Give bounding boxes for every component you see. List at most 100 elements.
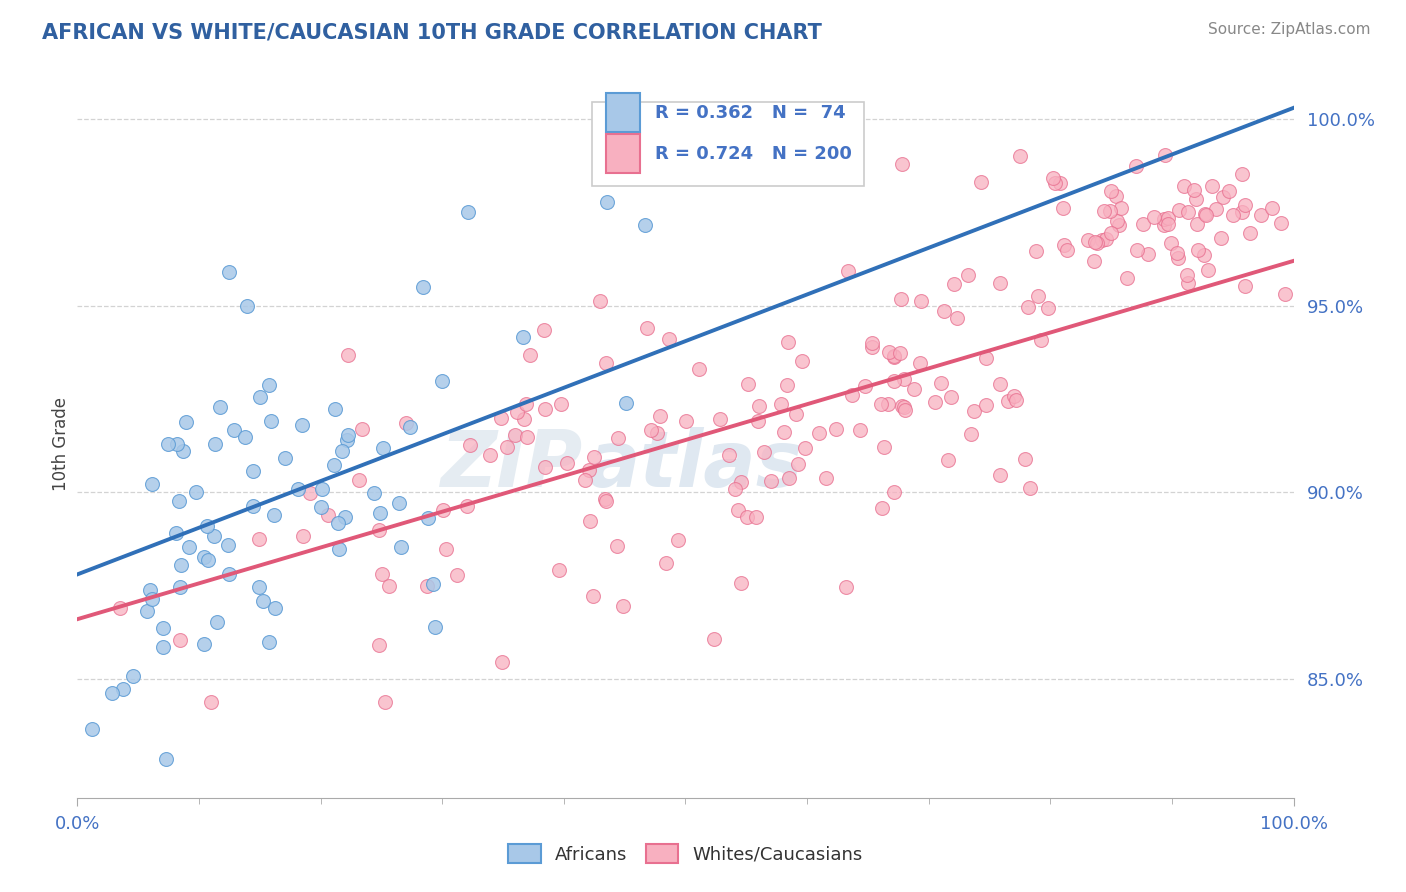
Point — [274, 450, 297, 465]
Point — [389, 540, 412, 554]
Point — [877, 345, 900, 359]
Point — [370, 506, 392, 520]
Point — [745, 509, 768, 524]
Point — [330, 443, 353, 458]
Point — [636, 321, 658, 335]
Point — [263, 508, 285, 522]
Point — [208, 400, 231, 414]
Point — [1194, 207, 1216, 221]
Point — [752, 444, 775, 458]
Point — [606, 431, 628, 445]
Point — [1212, 189, 1234, 203]
Point — [80, 723, 103, 737]
Point — [1132, 217, 1154, 231]
Text: Source: ZipAtlas.com: Source: ZipAtlas.com — [1208, 22, 1371, 37]
Point — [877, 397, 900, 411]
Point — [1160, 236, 1182, 251]
Point — [1042, 171, 1064, 186]
FancyBboxPatch shape — [592, 102, 865, 186]
Point — [311, 482, 333, 496]
Point — [1107, 214, 1129, 228]
Point — [378, 579, 401, 593]
Point — [167, 494, 190, 508]
Point — [1094, 232, 1116, 246]
Point — [776, 377, 799, 392]
Point — [456, 499, 478, 513]
Point — [218, 265, 240, 279]
Point — [122, 669, 145, 683]
Point — [589, 294, 612, 309]
Point — [101, 686, 124, 700]
Point — [1053, 237, 1076, 252]
Point — [841, 388, 863, 402]
Point — [1052, 201, 1074, 215]
Point — [252, 593, 274, 607]
Point — [1115, 271, 1137, 285]
Point — [337, 428, 360, 442]
Point — [1157, 217, 1180, 231]
Point — [970, 175, 993, 189]
Point — [1168, 203, 1191, 218]
Y-axis label: 10th Grade: 10th Grade — [52, 397, 70, 491]
Point — [457, 205, 479, 219]
Point — [703, 632, 725, 646]
Point — [735, 510, 758, 524]
Point — [578, 463, 600, 477]
Point — [367, 638, 389, 652]
Point — [550, 397, 572, 411]
Point — [242, 499, 264, 513]
Point — [645, 425, 668, 440]
Point — [872, 501, 894, 516]
Point — [872, 440, 894, 454]
Point — [259, 414, 281, 428]
Point — [785, 407, 807, 421]
Point — [718, 448, 741, 462]
Point — [1239, 226, 1261, 240]
Point — [1201, 179, 1223, 194]
Point — [648, 409, 671, 424]
Point — [794, 442, 817, 456]
Point — [533, 323, 555, 337]
Point — [1222, 209, 1244, 223]
Point — [534, 459, 557, 474]
Point — [398, 419, 420, 434]
Point — [141, 592, 163, 607]
Point — [169, 632, 191, 647]
Text: R = 0.362   N =  74: R = 0.362 N = 74 — [655, 104, 845, 122]
Point — [939, 390, 962, 404]
Point — [910, 294, 932, 309]
Point — [197, 553, 219, 567]
FancyBboxPatch shape — [606, 93, 640, 132]
Point — [1125, 159, 1147, 173]
Point — [387, 495, 409, 509]
Point — [1230, 205, 1253, 219]
Point — [655, 556, 678, 570]
Point — [974, 351, 997, 366]
Point — [595, 494, 617, 508]
Point — [186, 485, 208, 500]
Point — [200, 695, 222, 709]
Point — [595, 356, 617, 370]
Point — [1105, 189, 1128, 203]
Point — [581, 589, 603, 603]
Point — [883, 350, 905, 364]
Point — [496, 440, 519, 454]
Point — [179, 541, 201, 555]
Point — [257, 635, 280, 649]
Point — [778, 471, 800, 485]
Point — [1017, 300, 1039, 314]
Point — [1091, 233, 1114, 247]
Point — [1195, 208, 1218, 222]
Point — [770, 397, 793, 411]
Point — [786, 457, 808, 471]
Point — [506, 404, 529, 418]
Point — [141, 477, 163, 491]
Point — [1019, 481, 1042, 495]
Point — [1182, 183, 1205, 197]
Point — [737, 376, 759, 391]
Point — [748, 399, 770, 413]
Point — [333, 510, 356, 524]
Point — [519, 348, 541, 362]
Point — [292, 529, 315, 543]
Point — [515, 397, 537, 411]
